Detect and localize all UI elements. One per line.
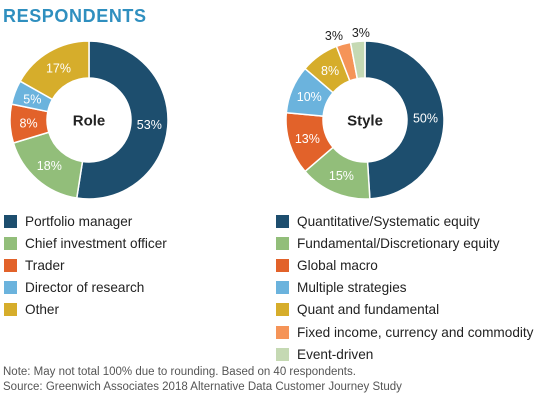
style-slice-quantitative-systematic-equity xyxy=(364,40,445,200)
role-center-label: Role xyxy=(73,113,106,130)
role-legend-item-chief-investment-officer: Chief investment officer xyxy=(4,232,167,254)
style-legend-item-quantitative-systematic-equity: Quantitative/Systematic equity xyxy=(276,210,533,232)
role-slice-portfolio-manager xyxy=(75,40,169,200)
style-legend-item-multiple-strategies: Multiple strategies xyxy=(276,277,533,299)
style-label-multiple-strategies: 10% xyxy=(297,90,322,104)
style-legend-label: Fixed income, currency and commodity xyxy=(297,324,534,340)
style-label-global-macro: 13% xyxy=(295,132,320,146)
page-title: RESPONDENTS xyxy=(3,6,147,26)
role-legend-label: Trader xyxy=(25,257,65,273)
role-label-director-of-research: 5% xyxy=(23,92,41,106)
style-slice-event-driven xyxy=(349,40,366,80)
style-legend-label: Event-driven xyxy=(297,346,374,362)
style-center-label: Style xyxy=(347,113,383,130)
style-label-fundamental-discretionary-equity: 15% xyxy=(329,169,354,183)
role-donut-chart: 53% 18% 8% 5% 17% Role xyxy=(9,40,169,200)
style-legend-item-fundamental-discretionary-equity: Fundamental/Discretionary equity xyxy=(276,232,533,254)
style-legend-swatch xyxy=(276,236,289,250)
style-label-event-driven: 3% xyxy=(352,28,370,40)
style-label-quantitative-systematic-equity: 50% xyxy=(413,112,438,126)
role-legend-label: Other xyxy=(25,302,59,318)
role-legend: Portfolio manager Chief investment office… xyxy=(4,210,167,321)
style-legend-label: Global macro xyxy=(297,257,378,273)
role-legend-swatch xyxy=(4,303,17,317)
role-legend-item-portfolio-manager: Portfolio manager xyxy=(4,210,167,232)
source-note: Source: Greenwich Associates 2018 Altern… xyxy=(3,381,402,393)
role-label-portfolio-manager: 53% xyxy=(137,118,162,132)
role-legend-label: Chief investment officer xyxy=(25,235,167,251)
role-label-chief-investment-officer: 18% xyxy=(37,159,62,173)
style-legend-swatch xyxy=(276,214,289,228)
style-legend-item-quant-and-fundamental: Quant and fundamental xyxy=(276,299,533,321)
role-legend-label: Director of research xyxy=(25,280,145,296)
role-legend-item-other: Other xyxy=(4,299,167,321)
role-legend-item-director-of-research: Director of research xyxy=(4,277,167,299)
role-label-other: 17% xyxy=(46,61,71,75)
style-legend-item-event-driven: Event-driven xyxy=(276,343,533,365)
role-legend-swatch xyxy=(4,281,17,295)
role-legend-swatch xyxy=(4,258,17,272)
role-label-trader: 8% xyxy=(20,116,38,130)
style-legend-label: Fundamental/Discretionary equity xyxy=(297,235,500,251)
role-legend-item-trader: Trader xyxy=(4,254,167,276)
style-legend-label: Multiple strategies xyxy=(297,280,407,296)
style-legend-item-global-macro: Global macro xyxy=(276,254,533,276)
style-donut-chart: 50% 15% 13% 10% 8% 3% 3% Style xyxy=(285,28,445,200)
style-legend-swatch xyxy=(276,303,289,317)
role-legend-swatch xyxy=(4,236,17,250)
style-legend-item-fixed-income-currency-and-commodity: Fixed income, currency and commodity xyxy=(276,321,533,343)
role-legend-swatch xyxy=(4,214,17,228)
style-legend-swatch xyxy=(276,281,289,295)
style-legend-swatch xyxy=(276,325,289,339)
style-legend-label: Quant and fundamental xyxy=(297,302,440,318)
role-legend-label: Portfolio manager xyxy=(25,213,133,229)
style-legend-label: Quantitative/Systematic equity xyxy=(297,213,480,229)
style-label-fixed-income-currency-and-commodity: 3% xyxy=(325,29,343,43)
style-legend: Quantitative/Systematic equity Fundamenta… xyxy=(276,210,533,365)
style-legend-swatch xyxy=(276,258,289,272)
role-slice-other xyxy=(19,40,90,101)
rounding-note: Note: May not total 100% due to rounding… xyxy=(3,366,356,378)
style-label-quant-and-fundamental: 8% xyxy=(321,64,339,78)
style-legend-swatch xyxy=(276,347,289,361)
